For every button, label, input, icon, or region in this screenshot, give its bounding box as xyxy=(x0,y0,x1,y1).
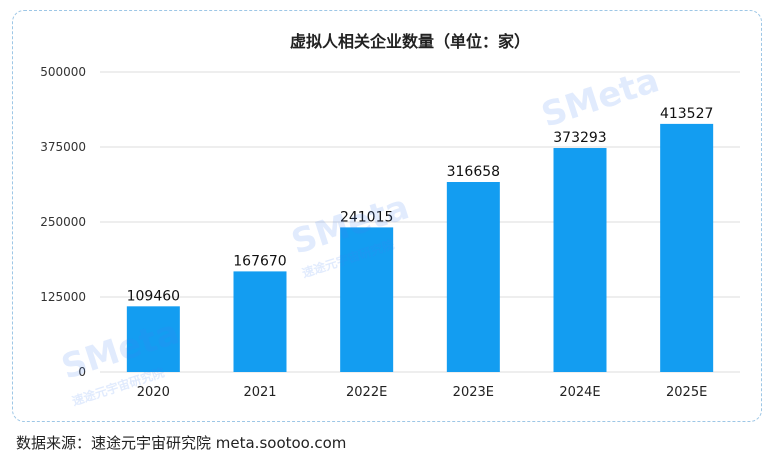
data-label: 109460 xyxy=(127,288,180,304)
bar-2025E xyxy=(660,123,714,373)
chart-title: 虚拟人相关企业数量（单位：家） xyxy=(290,32,530,51)
data-label: 413527 xyxy=(660,106,713,122)
x-tick-label: 2023E xyxy=(453,385,494,400)
data-label: 241015 xyxy=(340,209,393,225)
x-tick-label: 2024E xyxy=(559,385,600,400)
data-label: 316658 xyxy=(447,164,500,180)
x-axis-ticks: 2020 2021 2022E 2023E 2024E 2025E xyxy=(137,385,708,400)
bars xyxy=(126,123,714,373)
y-tick-label: 250000 xyxy=(40,215,86,229)
bar-2020 xyxy=(126,306,180,372)
x-tick-label: 2022E xyxy=(346,385,387,400)
x-tick-label: 2020 xyxy=(137,385,170,400)
y-tick-label: 125000 xyxy=(40,290,86,304)
y-tick-label: 375000 xyxy=(40,140,86,154)
data-label: 373293 xyxy=(553,130,606,146)
x-tick-label: 2021 xyxy=(243,385,276,400)
y-axis-ticks: 0 125000 250000 375000 500000 xyxy=(40,65,86,379)
source-note: 数据来源：速途元宇宙研究院 meta.sootoo.com xyxy=(16,434,347,452)
bar-2023E xyxy=(446,182,500,372)
data-label: 167670 xyxy=(233,253,286,269)
x-tick-label: 2025E xyxy=(666,385,707,400)
chart-frame xyxy=(12,10,762,422)
y-tick-label: 500000 xyxy=(40,65,86,79)
bar-2022E xyxy=(340,227,394,372)
bar-2021 xyxy=(233,271,287,372)
y-tick-label: 0 xyxy=(78,365,86,379)
bar-2024E xyxy=(553,148,607,372)
data-labels: 109460 167670 241015 316658 373293 413527 xyxy=(127,106,714,304)
grid-lines xyxy=(100,71,740,373)
